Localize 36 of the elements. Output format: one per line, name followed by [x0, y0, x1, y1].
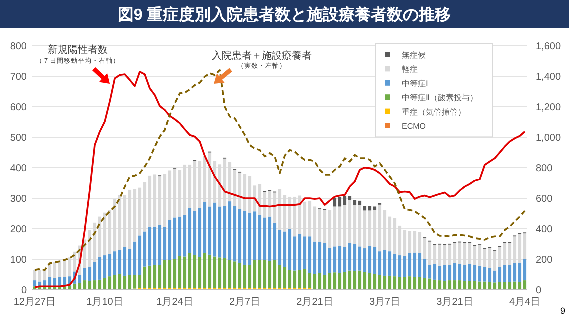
legend-label: ECMO	[402, 122, 426, 131]
y-tick-label: 100	[10, 255, 28, 266]
y-tick-label: 300	[10, 194, 28, 205]
x-tick-label: 1月24日	[156, 297, 194, 308]
y2-tick-label: 600	[536, 194, 554, 205]
chart-title: 図9 重症度別入院患者数と施設療養者数の推移	[118, 5, 452, 24]
y2-tick-label: 1,000	[536, 133, 562, 144]
y2-tick-label: 1,200	[536, 102, 562, 114]
y2-tick-label: 1,600	[536, 42, 562, 52]
text: 新規陽性者数	[48, 44, 108, 56]
y-tick-label: 400	[10, 164, 28, 174]
y2-tick-label: 0	[536, 286, 542, 296]
y-tick-label: 500	[10, 133, 28, 144]
y2-tick-label: 1,400	[536, 72, 562, 83]
x-tick-label: 2月7日	[229, 297, 261, 308]
legend-label: 軽症	[402, 65, 418, 74]
legend-label: 無症候	[402, 51, 426, 60]
x-tick-label: 3月7日	[369, 297, 401, 308]
x-tick-label: 12月27日	[14, 297, 56, 308]
y-tick-label: 200	[10, 224, 28, 236]
x-tick-label: 3月21日	[436, 297, 474, 308]
y-tick-label: 0	[21, 286, 28, 296]
x-tick-label: 4月4日	[509, 297, 541, 308]
series-label: 入院患者＋施設療養者	[212, 50, 312, 62]
y2-tick-label: 200	[536, 255, 554, 266]
y-tick-label: 700	[10, 72, 28, 83]
legend-label: 中等症Ⅱ（酸素投与）	[402, 94, 478, 103]
y2-tick-label: 400	[536, 224, 554, 236]
text: 9	[560, 306, 566, 316]
x-tick-label: 2月21日	[296, 297, 334, 308]
legend-label: 重症（気管挿管）	[402, 108, 466, 117]
y2-tick-label: 800	[536, 164, 554, 174]
legend-label: 中等症Ⅰ	[402, 79, 428, 88]
y-tick-label: 600	[10, 102, 28, 114]
x-tick-label: 1月10日	[86, 297, 124, 308]
y-tick-label: 800	[10, 42, 28, 52]
